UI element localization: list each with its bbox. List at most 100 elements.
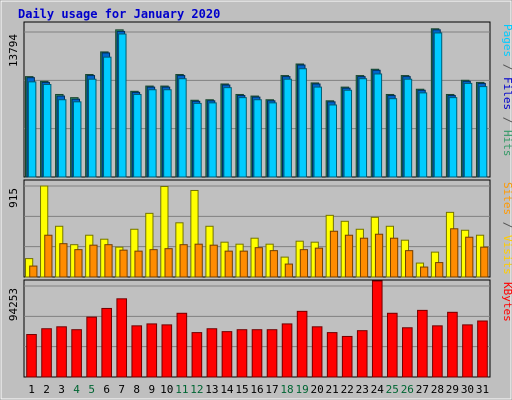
- bar-sites-day-6: [104, 244, 113, 278]
- bar-sites-day-16: [254, 247, 263, 278]
- x-tick-label-20: 20: [311, 383, 324, 396]
- bar-pages-day-16: [253, 99, 262, 178]
- x-tick-label-26: 26: [401, 383, 414, 396]
- bar-pages-day-20: [313, 86, 322, 178]
- bar-pages-day-14: [223, 87, 232, 178]
- x-tick-label-28: 28: [431, 383, 444, 396]
- bar-pages-day-23: [358, 78, 368, 178]
- chart-title: Daily usage for January 2020: [18, 7, 220, 21]
- bar-kbytes-day-27: [417, 309, 428, 378]
- bar-sites-day-27: [420, 266, 429, 278]
- bar-sites-day-22: [344, 234, 354, 278]
- bar-pages-day-9: [148, 89, 157, 178]
- legend-part: Pages: [501, 24, 512, 57]
- bar-pages-day-13: [208, 102, 217, 178]
- bar-pages-day-5: [88, 78, 97, 178]
- y-max-label: 13794: [7, 34, 20, 67]
- bar-kbytes-day-1: [26, 334, 37, 378]
- bar-sites-day-30: [465, 236, 474, 278]
- x-tick-label-1: 1: [28, 383, 35, 396]
- bar-pages-day-26: [403, 78, 413, 178]
- bar-kbytes-day-4: [71, 329, 82, 378]
- bar-sites-day-31: [480, 246, 489, 278]
- bar-pages-day-2: [42, 84, 52, 178]
- bar-kbytes-day-13: [206, 328, 218, 378]
- x-tick-label-23: 23: [356, 383, 369, 396]
- bar-pages-day-18: [283, 78, 292, 178]
- bar-kbytes-day-8: [131, 325, 143, 378]
- bar-sites-day-2: [44, 234, 53, 278]
- legend-part: Visits: [501, 235, 512, 275]
- x-tick-label-17: 17: [265, 383, 278, 396]
- bar-pages-day-4: [72, 101, 82, 178]
- bar-pages-day-10: [163, 89, 172, 178]
- legend-part: KBytes: [501, 282, 512, 322]
- bar-visits-day-12: [190, 189, 199, 278]
- bar-kbytes-day-21: [326, 332, 338, 378]
- bar-kbytes-day-12: [191, 332, 203, 378]
- x-tick-label-16: 16: [250, 383, 263, 396]
- x-tick-label-18: 18: [280, 383, 293, 396]
- bar-kbytes-day-31: [477, 320, 488, 378]
- bar-kbytes-day-17: [266, 329, 278, 378]
- x-tick-label-3: 3: [58, 383, 65, 396]
- bar-sites-day-25: [389, 237, 399, 278]
- bar-kbytes-day-15: [236, 329, 248, 378]
- legend-part: Sites: [501, 182, 512, 215]
- bar-sites-day-12: [194, 243, 203, 278]
- x-tick-label-22: 22: [341, 383, 354, 396]
- x-tick-label-19: 19: [295, 383, 308, 396]
- bar-pages-day-8: [133, 93, 142, 178]
- bar-pages-day-30: [463, 82, 473, 178]
- x-tick-label-13: 13: [205, 383, 218, 396]
- panel-top: 13794 Pages / Files / Hits: [7, 21, 512, 178]
- x-tick-label-5: 5: [88, 383, 95, 396]
- bar-sites-day-10: [164, 248, 173, 278]
- bar-pages-day-24: [373, 73, 383, 178]
- bar-pages-day-11: [178, 78, 187, 178]
- bar-sites-day-7: [119, 249, 128, 278]
- bar-visits-day-10: [160, 186, 169, 278]
- bar-kbytes-day-3: [56, 326, 67, 378]
- legend-part: /: [501, 57, 512, 77]
- bar-kbytes-day-22: [341, 335, 353, 378]
- bar-pages-day-15: [238, 97, 247, 178]
- bar-sites-day-24: [374, 233, 384, 278]
- bar-pages-day-31: [478, 86, 488, 178]
- x-tick-label-15: 15: [235, 383, 248, 396]
- x-tick-label-30: 30: [461, 383, 474, 396]
- bar-pages-day-27: [418, 92, 428, 178]
- bar-pages-day-3: [57, 99, 67, 178]
- bar-sites-day-19: [299, 249, 309, 278]
- bar-sites-day-11: [179, 244, 188, 278]
- bar-kbytes-day-20: [311, 326, 323, 378]
- bar-kbytes-day-10: [161, 324, 173, 378]
- bar-sites-day-18: [284, 263, 293, 278]
- bar-pages-day-25: [388, 98, 398, 178]
- bar-kbytes-day-23: [356, 330, 368, 378]
- series-legend-label: KBytes: [501, 282, 512, 322]
- x-tick-label-2: 2: [43, 383, 50, 396]
- legend-part: Hits: [501, 130, 512, 157]
- bar-kbytes-day-14: [221, 331, 233, 378]
- bar-sites-day-28: [435, 262, 444, 278]
- bar-kbytes-day-19: [296, 310, 308, 378]
- bar-kbytes-day-6: [101, 307, 112, 378]
- bar-kbytes-day-28: [432, 325, 443, 378]
- bar-pages-day-21: [328, 104, 337, 178]
- x-tick-label-9: 9: [148, 383, 155, 396]
- bar-kbytes-day-2: [41, 328, 52, 378]
- bar-sites-day-15: [239, 250, 248, 278]
- x-tick-label-29: 29: [446, 383, 459, 396]
- x-tick-label-12: 12: [190, 383, 203, 396]
- legend-part: /: [501, 110, 512, 130]
- bar-kbytes-day-24: [371, 280, 383, 378]
- bar-sites-day-8: [134, 250, 143, 278]
- x-tick-label-31: 31: [476, 383, 489, 396]
- bar-sites-day-21: [329, 230, 339, 278]
- x-tick-label-6: 6: [103, 383, 110, 396]
- x-tick-label-25: 25: [386, 383, 399, 396]
- bar-sites-day-20: [314, 247, 324, 278]
